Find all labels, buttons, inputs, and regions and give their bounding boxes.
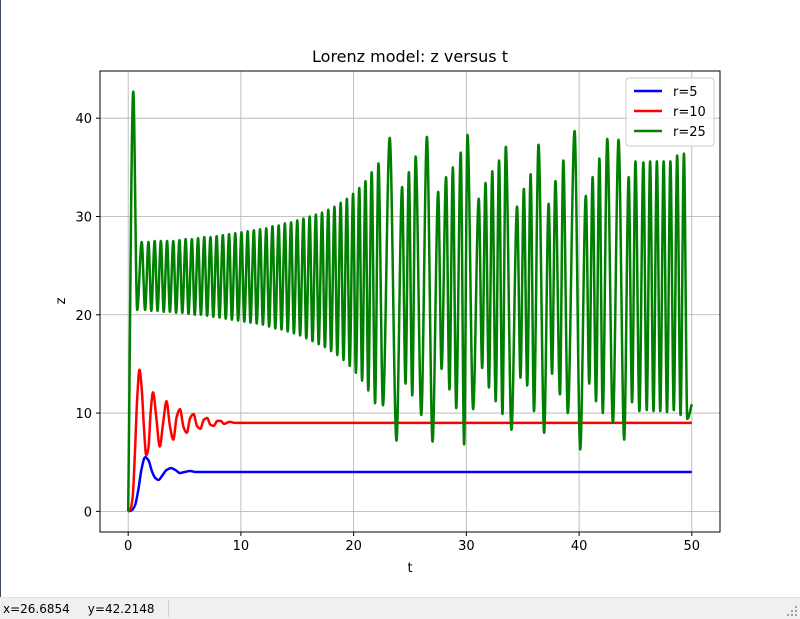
y-tick-label: 20 bbox=[75, 309, 92, 324]
y-coordinate: y=42.2148 bbox=[87, 602, 155, 616]
series-layer bbox=[126, 90, 694, 513]
chart-title: Lorenz model: z versus t bbox=[312, 47, 508, 66]
legend-box bbox=[625, 77, 715, 147]
x-axis-label: t bbox=[407, 561, 412, 576]
status-divider bbox=[168, 600, 169, 617]
coordinate-readout: x=26.6854 y=42.2148 bbox=[3, 601, 155, 617]
y-tick-label: 0 bbox=[84, 505, 92, 520]
legend: r=5 r=10 r=25 bbox=[625, 77, 715, 147]
y-axis-label: z bbox=[54, 297, 69, 304]
x-tick-label: 50 bbox=[684, 539, 701, 554]
y-tick-label: 30 bbox=[75, 210, 92, 225]
legend-label-r25: r=25 bbox=[673, 125, 706, 140]
x-tick-label: 10 bbox=[233, 539, 250, 554]
axes-frame bbox=[99, 70, 721, 533]
x-tick-label: 30 bbox=[458, 539, 475, 554]
series-line-r25 bbox=[126, 90, 694, 512]
status-bar: x=26.6854 y=42.2148 bbox=[0, 597, 800, 619]
x-tick-label: 20 bbox=[345, 539, 362, 554]
x-tick-label: 40 bbox=[571, 539, 588, 554]
series-line-r10 bbox=[127, 368, 692, 513]
window-frame bbox=[0, 0, 1, 597]
y-tick-label: 10 bbox=[75, 407, 92, 422]
series-line-r5 bbox=[127, 456, 692, 513]
x-tick-label: 0 bbox=[124, 539, 132, 554]
y-tick-label: 40 bbox=[75, 112, 92, 127]
x-coordinate: x=26.6854 bbox=[3, 602, 70, 616]
chart[interactable]: 0 10 20 30 40 50 0 10 20 30 40 Lorenz model: z ver… bbox=[0, 0, 800, 597]
legend-label-r5: r=5 bbox=[673, 85, 698, 100]
ticks: 0 10 20 30 40 50 0 10 20 30 40 bbox=[75, 112, 700, 554]
figure-canvas[interactable]: 0 10 20 30 40 50 0 10 20 30 40 Lorenz model: z ver… bbox=[0, 0, 800, 597]
legend-label-r10: r=10 bbox=[673, 105, 706, 120]
resize-grip-icon[interactable] bbox=[787, 606, 798, 617]
